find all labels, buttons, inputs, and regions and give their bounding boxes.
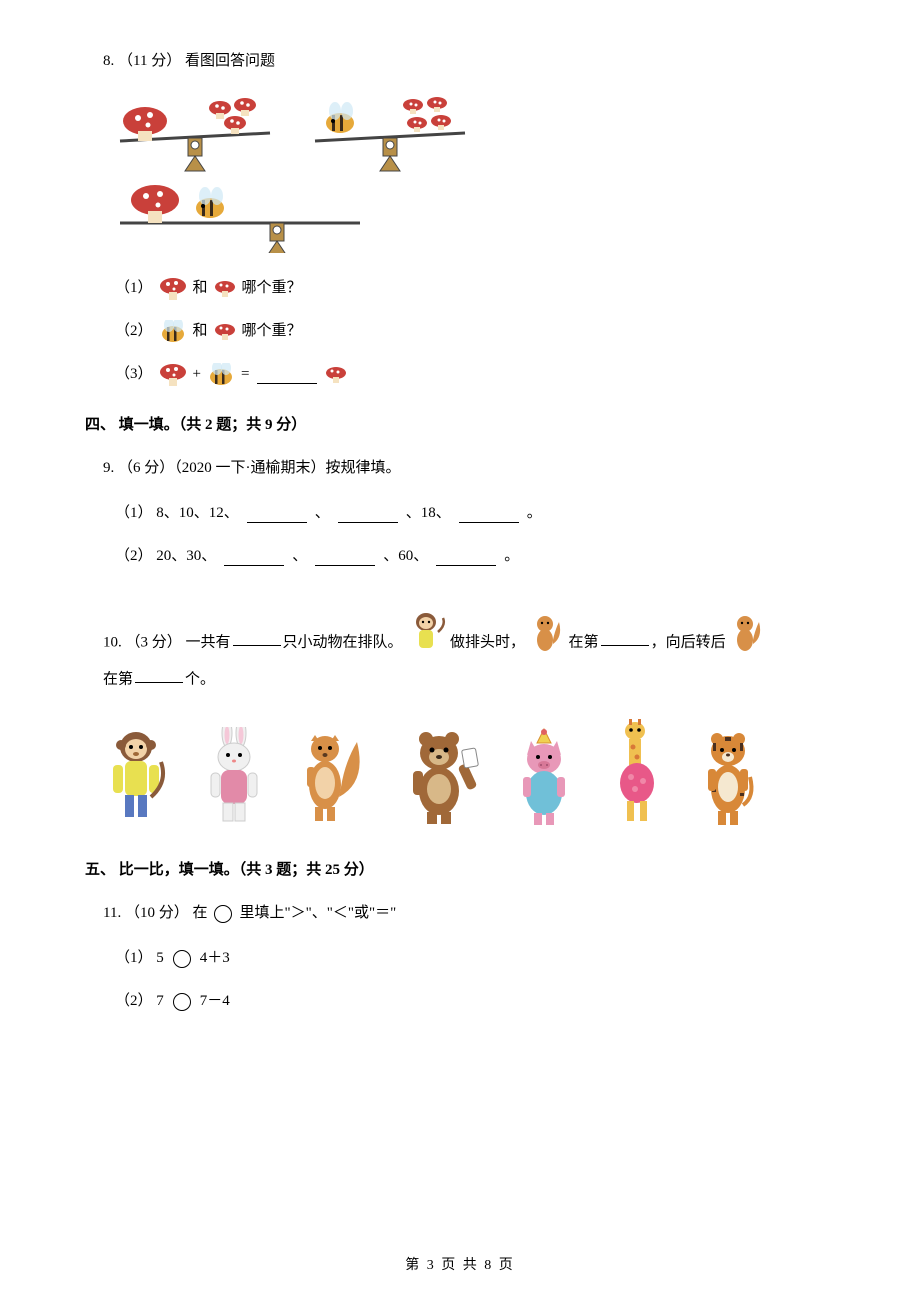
q8-sub2-suffix: 哪个重？ bbox=[242, 318, 302, 345]
q10-g: 个。 bbox=[185, 671, 215, 687]
q8-sub2-mid: 和 bbox=[193, 318, 208, 345]
q9-s1-blank3[interactable] bbox=[459, 505, 519, 523]
giraffe-icon bbox=[607, 717, 667, 827]
q11-s2-b: 7－4 bbox=[200, 988, 230, 1015]
q9-header: 9. （6 分）（2020 一下·通榆期末）按规律填。 bbox=[103, 455, 835, 482]
pig-icon bbox=[509, 727, 579, 827]
q9-s2-blank1[interactable] bbox=[224, 548, 284, 566]
q9-s2-b: 、 bbox=[292, 543, 307, 570]
q9-s1-b: 、 bbox=[315, 500, 330, 527]
q9-s1-blank1[interactable] bbox=[247, 505, 307, 523]
squirrel-small-icon bbox=[729, 612, 765, 658]
q10-blank3[interactable] bbox=[135, 665, 183, 683]
q9-sub2: （2） 20、30、 、 、60、 。 bbox=[115, 543, 835, 570]
tiger-icon bbox=[695, 727, 763, 827]
q8-sub3: （3） + = bbox=[115, 361, 835, 388]
q8-figure bbox=[110, 93, 835, 253]
q11-sub2: （2） 7 7－4 bbox=[115, 988, 835, 1015]
big-mushroom-icon bbox=[159, 277, 187, 301]
q8-sub3-eq: = bbox=[241, 361, 249, 388]
big-mushroom-icon bbox=[159, 363, 187, 387]
q11-s1-a: （1） 5 bbox=[115, 945, 164, 972]
q10-e: ，向后转后 bbox=[651, 635, 726, 651]
q10-line: 10. （3 分） 一共有只小动物在排队。 做排头时， 在第，向后转后 在第个。 bbox=[103, 610, 835, 697]
q8-sub3-blank[interactable] bbox=[257, 366, 317, 384]
q8-sub3-prefix: （3） bbox=[115, 361, 153, 388]
q9-s2-d: 。 bbox=[504, 543, 519, 570]
monkey-icon bbox=[103, 727, 173, 827]
q11-header-b: 里填上"＞"、"＜"或"＝" bbox=[239, 900, 396, 927]
section4-title: 四、 填一填。（共 2 题；共 9 分） bbox=[85, 412, 835, 439]
q9-s1-a: （1） 8、10、12、 bbox=[115, 500, 239, 527]
section5-title: 五、 比一比，填一填。（共 3 题；共 25 分） bbox=[85, 857, 835, 884]
q10-d: 在第 bbox=[569, 635, 599, 651]
circle-icon bbox=[214, 905, 232, 923]
q11-s2-a: （2） 7 bbox=[115, 988, 164, 1015]
q11-s1-b: 4＋3 bbox=[200, 945, 230, 972]
small-mushroom-icon bbox=[325, 365, 347, 385]
bee-icon bbox=[159, 320, 187, 344]
bee-icon bbox=[207, 363, 235, 387]
q8-sub2: （2） 和 哪个重？ bbox=[115, 318, 835, 345]
small-mushroom-icon bbox=[214, 279, 236, 299]
q11-sub1: （1） 5 4＋3 bbox=[115, 945, 835, 972]
q10-animal-row bbox=[103, 717, 835, 827]
q10-f: 在第 bbox=[103, 671, 133, 687]
rabbit-icon bbox=[201, 727, 267, 827]
q9-s1-d: 。 bbox=[527, 500, 542, 527]
q8-sub1-suffix: 哪个重？ bbox=[242, 275, 302, 302]
q9-s2-c: 、60、 bbox=[383, 543, 428, 570]
q8-sub2-prefix: （2） bbox=[115, 318, 153, 345]
bear-icon bbox=[401, 727, 481, 827]
q10-c: 做排头时， bbox=[450, 635, 525, 651]
q11-header: 11. （10 分） 在 里填上"＞"、"＜"或"＝" bbox=[103, 900, 835, 927]
q9-s2-blank3[interactable] bbox=[436, 548, 496, 566]
q8-header: 8. （11 分） 看图回答问题 bbox=[103, 48, 835, 75]
q10-blank2[interactable] bbox=[601, 628, 649, 646]
monkey-small-icon bbox=[406, 610, 446, 658]
q10-a: 10. （3 分） 一共有 bbox=[103, 635, 231, 651]
q8-sub1: （1） 和 哪个重？ bbox=[115, 275, 835, 302]
q11-s2-circle[interactable] bbox=[173, 993, 191, 1011]
small-mushroom-icon bbox=[214, 322, 236, 342]
q10-b: 只小动物在排队。 bbox=[283, 635, 403, 651]
q9-s1-blank2[interactable] bbox=[338, 505, 398, 523]
q8-sub1-mid: 和 bbox=[193, 275, 208, 302]
q10-blank1[interactable] bbox=[233, 628, 281, 646]
q9-sub1: （1） 8、10、12、 、 、18、 。 bbox=[115, 500, 835, 527]
squirrel-small-icon bbox=[529, 612, 565, 658]
q9-s1-c: 、18、 bbox=[406, 500, 451, 527]
page-footer: 第 3 页 共 8 页 bbox=[0, 1253, 920, 1278]
q9-s2-a: （2） 20、30、 bbox=[115, 543, 216, 570]
q8-sub3-plus: + bbox=[193, 361, 201, 388]
q11-s1-circle[interactable] bbox=[173, 950, 191, 968]
q9-s2-blank2[interactable] bbox=[315, 548, 375, 566]
q11-header-a: 11. （10 分） 在 bbox=[103, 900, 207, 927]
squirrel-icon bbox=[295, 727, 373, 827]
q8-sub1-prefix: （1） bbox=[115, 275, 153, 302]
